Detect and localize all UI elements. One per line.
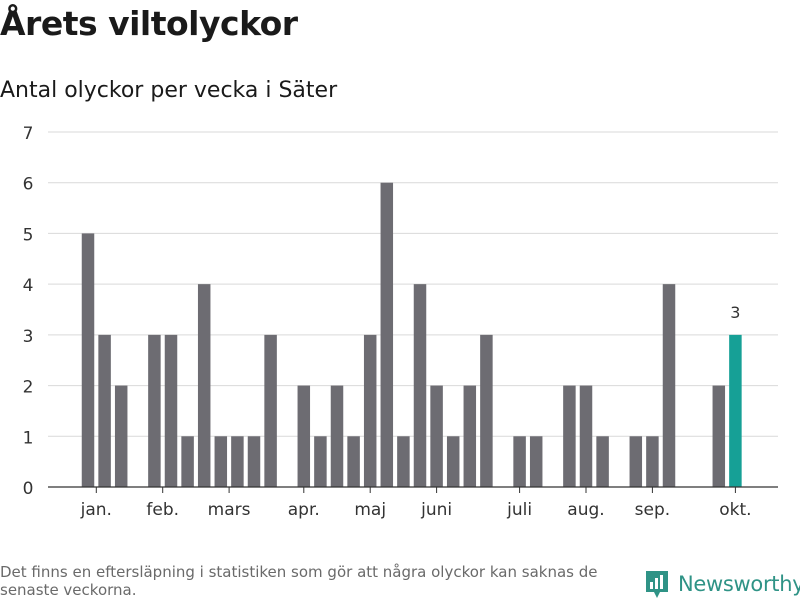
bar [98,334,111,487]
bar [629,436,643,487]
x-tick-label: okt. [719,500,751,520]
bar [314,436,327,487]
y-tick-label: 2 [23,378,34,398]
bar [181,436,194,487]
bar [231,436,244,487]
newsworthy-logo-icon [646,571,668,598]
y-axis-ticks: 0 1 2 3 4 5 6 7 [23,124,34,499]
bars-layer [81,182,742,487]
bar [480,334,493,487]
y-tick-label: 3 [23,327,34,347]
footnote: Det finns en eftersläpning i statistiken… [0,563,598,599]
bar [330,385,344,487]
bar [380,182,394,487]
x-tick-label: apr. [288,500,320,520]
bar [513,436,526,487]
bar [463,385,477,487]
y-tick-label: 0 [23,479,34,499]
bar [646,436,659,487]
bar [214,436,228,487]
x-tick-label: maj [354,500,386,520]
annotation-layer: 3 [730,303,740,322]
x-tick-label: aug. [567,500,604,520]
bar [264,334,277,487]
bar [197,284,211,487]
bar [148,334,161,487]
x-tick-label: mars [208,500,251,520]
bar [446,436,460,487]
y-tick-label: 4 [23,276,34,296]
bar [712,385,726,487]
x-tick-label: jan. [80,500,112,520]
bar [430,385,443,487]
bar-chart: 0 1 2 3 4 5 6 7 jan. feb. mars apr. maj juni juli aug.… [23,124,778,520]
bar [563,385,576,487]
x-tick-label: feb. [146,500,179,520]
bar [164,334,178,487]
bar [347,436,360,487]
y-tick-label: 6 [23,175,34,195]
bar [579,385,593,487]
y-tick-label: 1 [23,428,34,448]
bar-highlighted [729,334,742,487]
highlight-data-label: 3 [730,303,740,322]
x-tick-label: juni [420,500,452,520]
y-tick-label: 5 [23,225,34,245]
chart-title: Årets viltolyckor [0,4,298,43]
bar [81,233,95,487]
bar [413,284,427,487]
y-tick-label: 7 [23,124,34,144]
bar [247,436,261,487]
brand-name: Newsworthy [678,572,800,596]
x-axis-ticks: jan. feb. mars apr. maj juni juli aug. sep. okt. [80,487,752,520]
chart-subtitle: Antal olyckor per vecka i Säter [0,78,338,103]
x-tick-label: sep. [635,500,671,520]
bar [363,334,377,487]
brand-logo: Newsworthy [644,568,800,600]
bar [297,385,311,487]
bar [114,385,128,487]
x-tick-label: juli [506,500,532,520]
bar [596,436,609,487]
bar [662,284,676,487]
bar [529,436,543,487]
bar [397,436,410,487]
